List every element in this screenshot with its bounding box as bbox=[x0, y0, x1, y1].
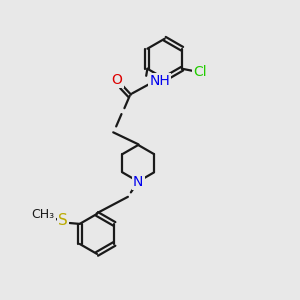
Text: S: S bbox=[58, 214, 68, 229]
Text: O: O bbox=[112, 73, 122, 87]
Text: NH: NH bbox=[149, 74, 170, 88]
Text: N: N bbox=[133, 175, 143, 188]
Text: CH₃: CH₃ bbox=[32, 208, 55, 221]
Text: Cl: Cl bbox=[193, 65, 206, 79]
